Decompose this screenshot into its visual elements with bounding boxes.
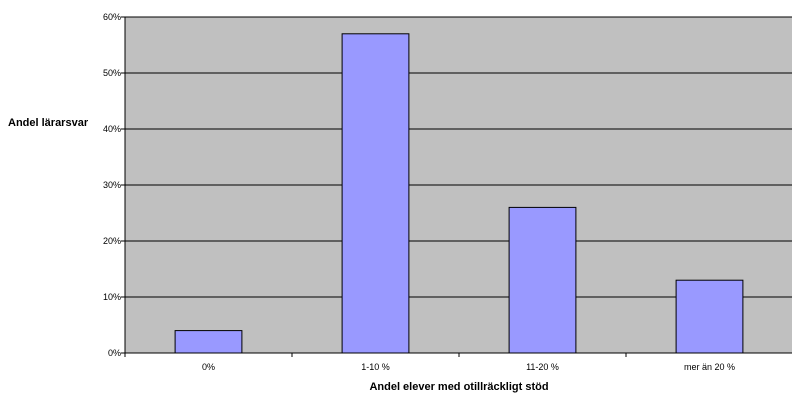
y-tick-label: 0% bbox=[108, 348, 121, 358]
x-tick-labels: 0% 1-10 % 11-20 % mer än 20 % bbox=[202, 362, 735, 372]
y-tick-label: 50% bbox=[103, 68, 121, 78]
y-tick-labels: 0% 10% 20% 30% 40% 50% 60% bbox=[103, 12, 121, 358]
bar-2 bbox=[508, 206, 577, 354]
axes bbox=[124, 17, 792, 357]
x-tick-label: mer än 20 % bbox=[684, 362, 735, 372]
y-tick-label: 30% bbox=[103, 180, 121, 190]
x-tick-label: 0% bbox=[202, 362, 215, 372]
y-tick-label: 60% bbox=[103, 12, 121, 22]
x-axis-title: Andel elever med otillräckligt stöd bbox=[369, 381, 548, 393]
y-tick-label: 20% bbox=[103, 236, 121, 246]
x-tick-label: 11-20 % bbox=[526, 362, 559, 372]
y-axis-title: Andel lärarsvar bbox=[8, 117, 89, 129]
y-tick-label: 40% bbox=[103, 124, 121, 134]
bar-1 bbox=[341, 33, 410, 354]
bar-3 bbox=[675, 279, 744, 354]
bars bbox=[174, 33, 744, 354]
x-tick-label: 1-10 % bbox=[361, 362, 390, 372]
bar-0 bbox=[174, 330, 243, 354]
y-tick-label: 10% bbox=[103, 292, 121, 302]
gridlines bbox=[121, 16, 792, 354]
